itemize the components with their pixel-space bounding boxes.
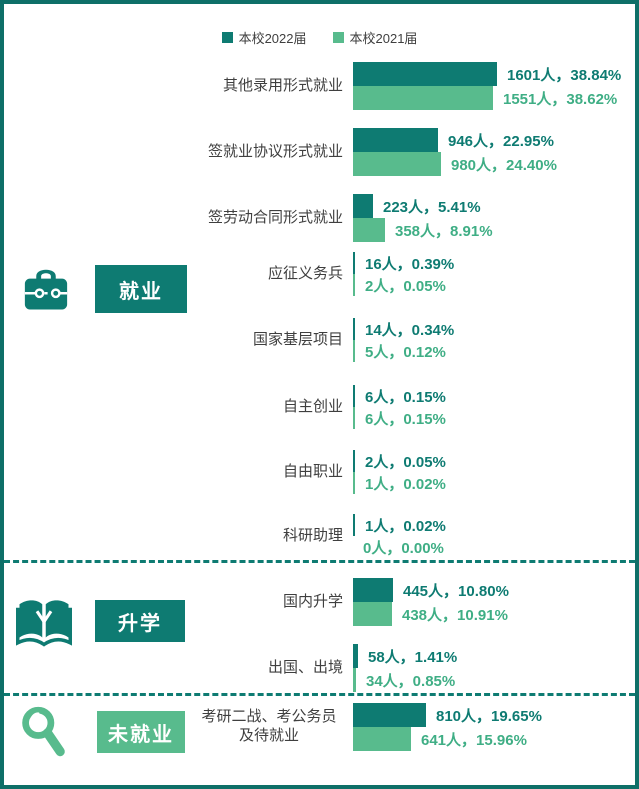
legend-item-2021: 本校2021届 — [332, 28, 418, 47]
bar-group: 2人，0.05% 1人，0.02% — [353, 450, 446, 494]
value-label-2022: 445人，10.80% — [403, 582, 509, 600]
value-label-2021: 6人，0.15% — [365, 410, 446, 428]
value-label-2022: 1601人，38.84% — [507, 66, 622, 84]
category-label: 科研助理 — [282, 526, 343, 544]
value-label-2021: 34人，0.85% — [366, 672, 456, 690]
legend-swatch-2021-icon — [332, 32, 344, 43]
chart-row: 国家基层项目 14人，0.34% 5人，0.12% — [4, 318, 635, 362]
bar-2022 — [353, 578, 393, 602]
value-label-2021: 2人，0.05% — [365, 277, 446, 295]
bar-2022 — [353, 644, 358, 668]
bar-2022 — [353, 385, 355, 407]
bar-2022 — [353, 450, 355, 472]
value-label-2022: 6人，0.15% — [365, 388, 446, 406]
category-label: 其他录用形式就业 — [222, 76, 343, 94]
bar-group: 223人，5.41% 358人，8.91% — [353, 194, 493, 242]
bar-group: 14人，0.34% 5人，0.12% — [353, 318, 454, 362]
category-label: 签就业协议形式就业 — [207, 142, 343, 160]
legend: 本校2022届 本校2021届 — [4, 28, 635, 47]
value-label-2021: 0人，0.00% — [363, 539, 444, 557]
section-label-unemployed: 未就业 — [97, 711, 185, 753]
magnifier-icon — [18, 704, 72, 767]
legend-item-2022: 本校2022届 — [221, 28, 307, 47]
bar-group: 1601人，38.84% 1551人，38.62% — [353, 62, 621, 110]
category-label: 自主创业 — [282, 397, 343, 415]
chart-row: 国内升学 445人，10.80% 438人，10.91% — [4, 578, 635, 626]
category-label: 国家基层项目 — [252, 330, 343, 348]
value-label-2021: 358人，8.91% — [395, 222, 493, 240]
category-label: 国内升学 — [282, 592, 343, 610]
section-label-study-text: 升学 — [118, 612, 162, 635]
value-label-2022: 1人，0.02% — [365, 517, 446, 535]
value-label-2022: 16人，0.39% — [365, 255, 455, 273]
section-divider-employment-study — [4, 560, 635, 563]
category-label: 考研二战、考公务员 及待就业 — [201, 708, 337, 744]
value-label-2022: 946人，22.95% — [448, 132, 554, 150]
chart-row: 签就业协议形式就业 946人，22.95% 980人，24.40% — [4, 128, 635, 176]
chart-row: 出国、出境 58人，1.41% 34人，0.85% — [4, 644, 635, 692]
category-label: 自由职业 — [282, 462, 343, 480]
bar-group: 810人，19.65% 641人，15.96% — [353, 703, 542, 751]
value-label-2022: 14人，0.34% — [365, 321, 455, 339]
bar-2021 — [353, 602, 392, 626]
value-label-2021: 1551人，38.62% — [503, 90, 618, 108]
bar-2021 — [353, 218, 385, 242]
chart-row: 应征义务兵 16人，0.39% 2人，0.05% — [4, 252, 635, 296]
bar-2021 — [353, 274, 355, 296]
bar-group: 16人，0.39% 2人，0.05% — [353, 252, 454, 296]
bar-group: 1人，0.02% 0人，0.00% — [353, 514, 446, 558]
value-label-2022: 2人，0.05% — [365, 453, 446, 471]
book-icon — [16, 592, 72, 653]
chart-row: 科研助理 1人，0.02% 0人，0.00% — [4, 514, 635, 558]
value-label-2021: 1人，0.02% — [365, 475, 446, 493]
value-label-2022: 58人，1.41% — [368, 648, 458, 666]
section-label-unemployed-text: 未就业 — [108, 723, 174, 746]
chart-row: 自由职业 2人，0.05% 1人，0.02% — [4, 450, 635, 494]
legend-label-2021: 本校2021届 — [349, 31, 418, 46]
category-label: 应征义务兵 — [267, 264, 343, 282]
chart-row: 签劳动合同形式就业 223人，5.41% 358人，8.91% — [4, 194, 635, 242]
bar-2021 — [353, 340, 355, 362]
chart-row: 自主创业 6人，0.15% 6人，0.15% — [4, 385, 635, 429]
bar-2022 — [353, 703, 426, 727]
bar-2022 — [353, 128, 438, 152]
legend-label-2022: 本校2022届 — [238, 31, 307, 46]
value-label-2021: 5人，0.12% — [365, 343, 446, 361]
bar-2022 — [353, 514, 355, 536]
chart-row: 其他录用形式就业 1601人，38.84% 1551人，38.62% — [4, 62, 635, 110]
legend-swatch-2022-icon — [221, 32, 233, 43]
value-label-2021: 641人，15.96% — [421, 731, 527, 749]
category-label: 签劳动合同形式就业 — [207, 208, 343, 226]
section-label-employment: 就业 — [95, 265, 187, 313]
bar-group: 6人，0.15% 6人，0.15% — [353, 385, 446, 429]
bar-2021 — [353, 86, 493, 110]
section-divider-study-unemployed — [4, 693, 635, 696]
bar-2021 — [353, 407, 355, 429]
bar-2022 — [353, 194, 373, 218]
value-label-2022: 223人，5.41% — [383, 198, 481, 216]
section-label-employment-text: 就业 — [119, 280, 163, 303]
bar-2022 — [353, 62, 497, 86]
value-label-2022: 810人，19.65% — [436, 707, 542, 725]
bar-group: 946人，22.95% 980人，24.40% — [353, 128, 557, 176]
bar-group: 58人，1.41% 34人，0.85% — [353, 644, 457, 692]
bar-group: 445人，10.80% 438人，10.91% — [353, 578, 509, 626]
bar-2021 — [353, 668, 356, 692]
value-label-2021: 438人，10.91% — [402, 606, 508, 624]
chart-row: 考研二战、考公务员 及待就业 810人，19.65% 641人，15.96% — [4, 703, 635, 751]
category-label: 出国、出境 — [267, 658, 343, 676]
value-label-2021: 980人，24.40% — [451, 156, 557, 174]
bar-2022 — [353, 318, 355, 340]
bar-2021 — [353, 152, 441, 176]
bar-2021 — [353, 727, 411, 751]
section-label-study: 升学 — [95, 600, 185, 642]
bar-2022 — [353, 252, 355, 274]
bar-2021 — [353, 472, 355, 494]
briefcase-icon — [20, 264, 72, 321]
